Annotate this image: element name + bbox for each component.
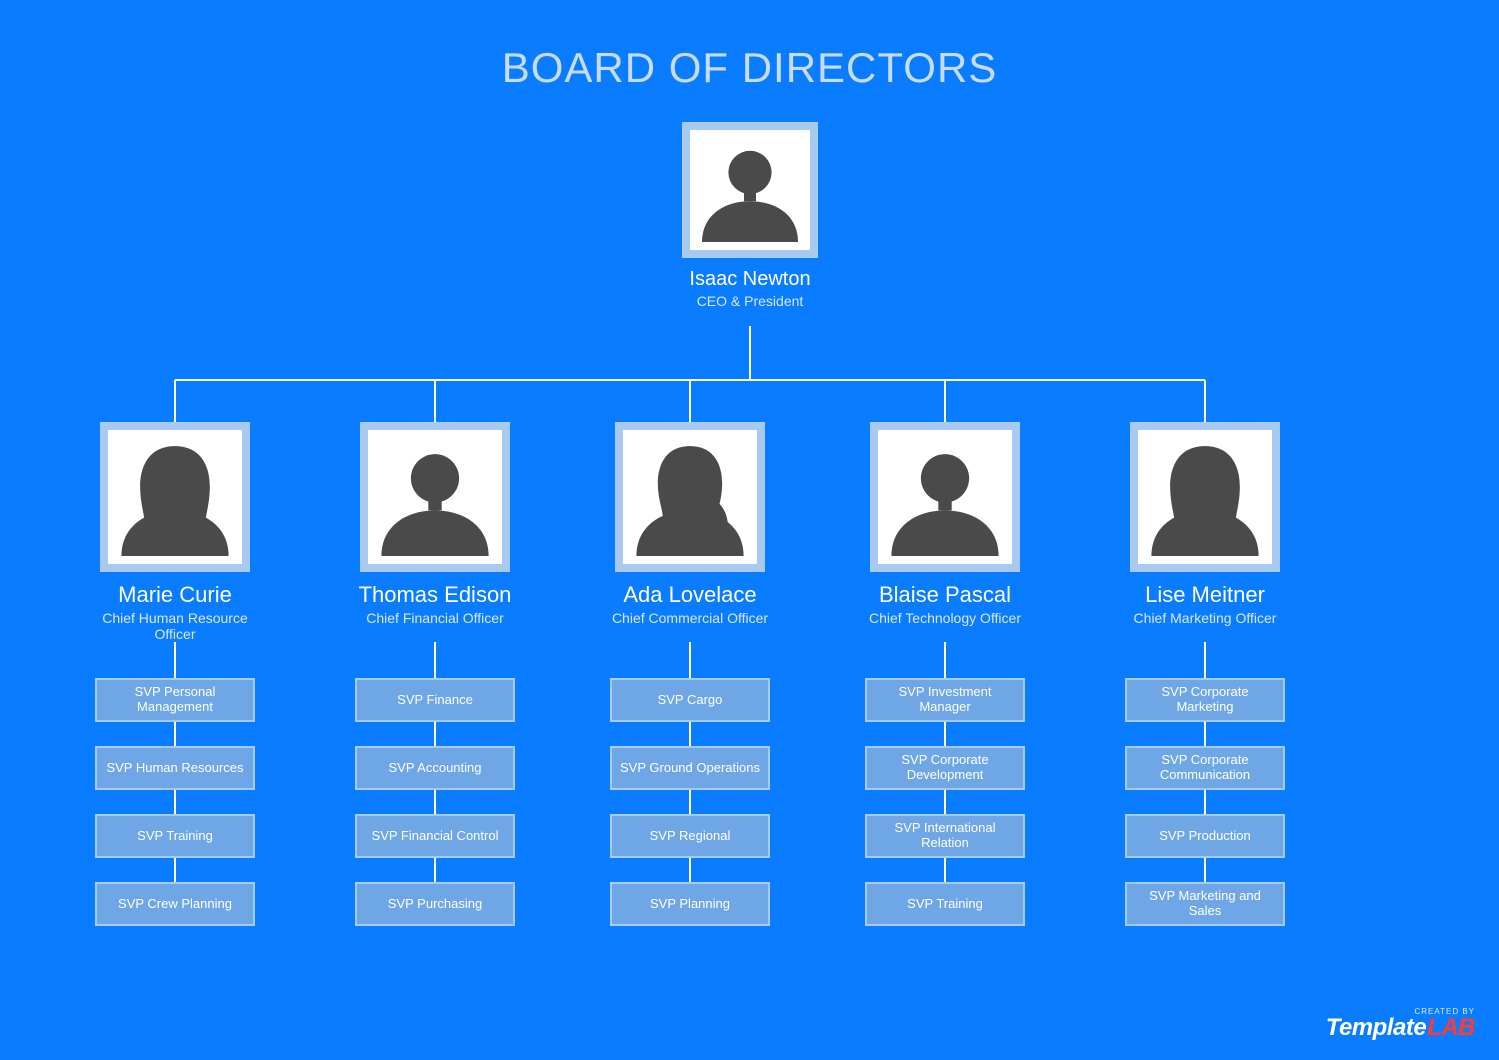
svp-box: SVP Purchasing — [355, 882, 515, 926]
svp-box: SVP Marketing and Sales — [1125, 882, 1285, 926]
person-name: Isaac Newton — [689, 268, 810, 291]
director-node: Thomas Edison Chief Financial Officer — [352, 422, 518, 626]
connector-line — [749, 326, 751, 380]
connector-line — [174, 790, 176, 814]
svp-box: SVP Corporate Development — [865, 746, 1025, 790]
person-role: Chief Human Resource Officer — [92, 610, 258, 642]
connector-line — [689, 858, 691, 882]
avatar-frame — [360, 422, 510, 572]
person-silhouette-icon — [1138, 422, 1272, 564]
director-node: Blaise Pascal Chief Technology Officer — [862, 422, 1028, 626]
connector-line — [434, 380, 436, 422]
watermark-suffix: LAB — [1427, 1014, 1475, 1042]
watermark-prefix: Template — [1326, 1014, 1426, 1042]
svp-box: SVP Crew Planning — [95, 882, 255, 926]
svp-column: SVP Corporate Marketing SVP Corporate Com… — [1125, 678, 1285, 926]
svp-box: SVP Human Resources — [95, 746, 255, 790]
svp-box: SVP Finance — [355, 678, 515, 722]
avatar-frame — [615, 422, 765, 572]
avatar-frame — [682, 122, 818, 258]
svp-box: SVP Accounting — [355, 746, 515, 790]
person-silhouette-icon — [623, 422, 757, 564]
director-node: Ada Lovelace Chief Commercial Officer — [607, 422, 773, 626]
person-name: Marie Curie — [118, 582, 232, 608]
avatar-frame — [1130, 422, 1280, 572]
svp-column: SVP Cargo SVP Ground Operations SVP Region… — [610, 678, 770, 926]
person-silhouette-icon — [108, 422, 242, 564]
director-node: Marie CurieChief Human Resource Officer — [92, 422, 258, 642]
chart-title: BOARD OF DIRECTORS — [0, 44, 1499, 92]
connector-line — [434, 642, 436, 678]
connector-line — [434, 858, 436, 882]
person-name: Blaise Pascal — [879, 582, 1011, 608]
person-name: Thomas Edison — [359, 582, 512, 608]
svp-column: SVP Personal Management SVP Human Resourc… — [95, 678, 255, 926]
ceo-node: Isaac Newton CEO & President — [674, 122, 826, 309]
person-role: Chief Technology Officer — [869, 610, 1021, 626]
svp-box: SVP Production — [1125, 814, 1285, 858]
person-role: Chief Commercial Officer — [612, 610, 768, 626]
person-silhouette-icon — [690, 122, 810, 250]
svp-column: SVP Investment Manager SVP Corporate Deve… — [865, 678, 1025, 926]
svp-box: SVP International Relation — [865, 814, 1025, 858]
person-role: Chief Financial Officer — [366, 610, 503, 626]
connector-line — [944, 858, 946, 882]
person-silhouette-icon — [368, 422, 502, 564]
svp-box: SVP Personal Management — [95, 678, 255, 722]
connector-line — [1204, 642, 1206, 678]
svp-box: SVP Planning — [610, 882, 770, 926]
svp-box: SVP Training — [95, 814, 255, 858]
connector-line — [174, 642, 176, 678]
connector-line — [434, 790, 436, 814]
connector-line — [944, 642, 946, 678]
svp-box: SVP Regional — [610, 814, 770, 858]
director-node: Lise Meitner Chief Marketing Officer — [1122, 422, 1288, 626]
svp-box: SVP Corporate Communication — [1125, 746, 1285, 790]
connector-line — [174, 380, 176, 422]
connector-line — [1204, 858, 1206, 882]
person-role: Chief Marketing Officer — [1134, 610, 1277, 626]
connector-line — [434, 722, 436, 746]
org-chart-canvas: BOARD OF DIRECTORS Isaac Newton CEO & Pres… — [0, 0, 1499, 1060]
svp-column: SVP Finance SVP Accounting SVP Financial C… — [355, 678, 515, 926]
connector-line — [944, 790, 946, 814]
connector-line — [1204, 380, 1206, 422]
svp-box: SVP Corporate Marketing — [1125, 678, 1285, 722]
svp-box: SVP Investment Manager — [865, 678, 1025, 722]
connector-line — [174, 858, 176, 882]
person-name: Ada Lovelace — [623, 582, 756, 608]
person-role: CEO & President — [697, 293, 804, 309]
person-name: Lise Meitner — [1145, 582, 1265, 608]
connector-line — [1204, 790, 1206, 814]
svp-box: SVP Financial Control — [355, 814, 515, 858]
connector-line — [689, 642, 691, 678]
connector-line — [1204, 722, 1206, 746]
connector-line — [689, 722, 691, 746]
avatar-frame — [870, 422, 1020, 572]
connector-line — [689, 790, 691, 814]
person-silhouette-icon — [878, 422, 1012, 564]
watermark: TemplateLAB — [1326, 1014, 1475, 1042]
connector-line — [944, 722, 946, 746]
connector-line — [689, 380, 691, 422]
connector-line — [944, 380, 946, 422]
svp-box: SVP Cargo — [610, 678, 770, 722]
avatar-frame — [100, 422, 250, 572]
svp-box: SVP Ground Operations — [610, 746, 770, 790]
connector-line — [174, 722, 176, 746]
svp-box: SVP Training — [865, 882, 1025, 926]
